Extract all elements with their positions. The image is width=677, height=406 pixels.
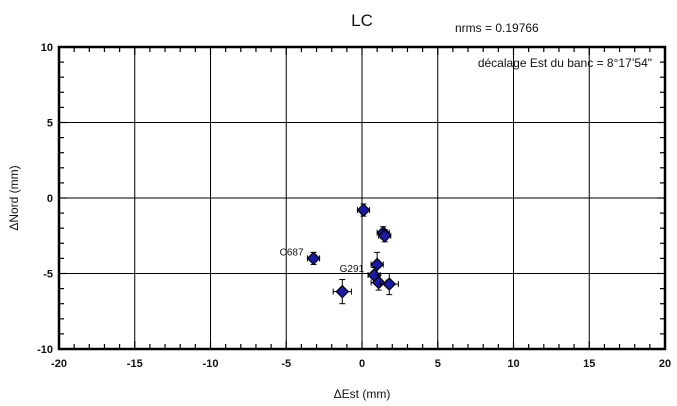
data-point: [370, 274, 387, 291]
plot-frame: [57, 45, 667, 351]
data-point: C687: [280, 247, 321, 266]
y-tick-labels: 10 5 0 -5 -10: [37, 42, 53, 356]
y-tick-label: 0: [47, 193, 53, 205]
data-point: [379, 273, 399, 296]
y-axis-label: ΔNord (mm): [7, 165, 21, 230]
y-tick-label: -10: [37, 344, 53, 356]
data-point: [377, 228, 392, 243]
y-tick-label: 5: [47, 118, 53, 130]
y-tick-label: -5: [43, 269, 53, 281]
x-tick-label: -10: [203, 358, 219, 370]
x-tick-label: 5: [435, 358, 441, 370]
diamond-marker: [377, 228, 392, 243]
grid-lines: [59, 47, 665, 349]
diamond-marker: [370, 257, 384, 272]
diamond-marker: [335, 284, 350, 299]
x-tick-label: 20: [659, 358, 671, 370]
data-points: C687 G291: [280, 203, 399, 305]
diamond-marker: [356, 203, 371, 217]
x-tick-label: -5: [281, 358, 291, 370]
x-tick-label: 0: [359, 358, 365, 370]
x-tick-label: 10: [507, 358, 519, 370]
x-tick-label: 15: [583, 358, 595, 370]
x-tick-labels: -20 -15 -10 -5 0 5 10 15 20: [51, 358, 671, 370]
diamond-marker: [382, 277, 397, 291]
data-point: [332, 279, 352, 305]
chart-title: LC: [351, 11, 373, 30]
diamond-marker: [371, 275, 386, 290]
data-point: [356, 203, 371, 217]
y-tick-label: 10: [41, 42, 53, 54]
x-tick-label: -15: [127, 358, 143, 370]
x-axis-label: ΔEst (mm): [334, 387, 391, 401]
nrms-annotation: nrms = 0.19766: [455, 21, 539, 35]
x-tick-label: -20: [51, 358, 67, 370]
diamond-marker: [306, 251, 321, 266]
offset-annotation: décalage Est du banc = 8°17’54": [478, 56, 652, 70]
point-label: G291: [340, 264, 365, 275]
point-label: C687: [280, 247, 304, 258]
